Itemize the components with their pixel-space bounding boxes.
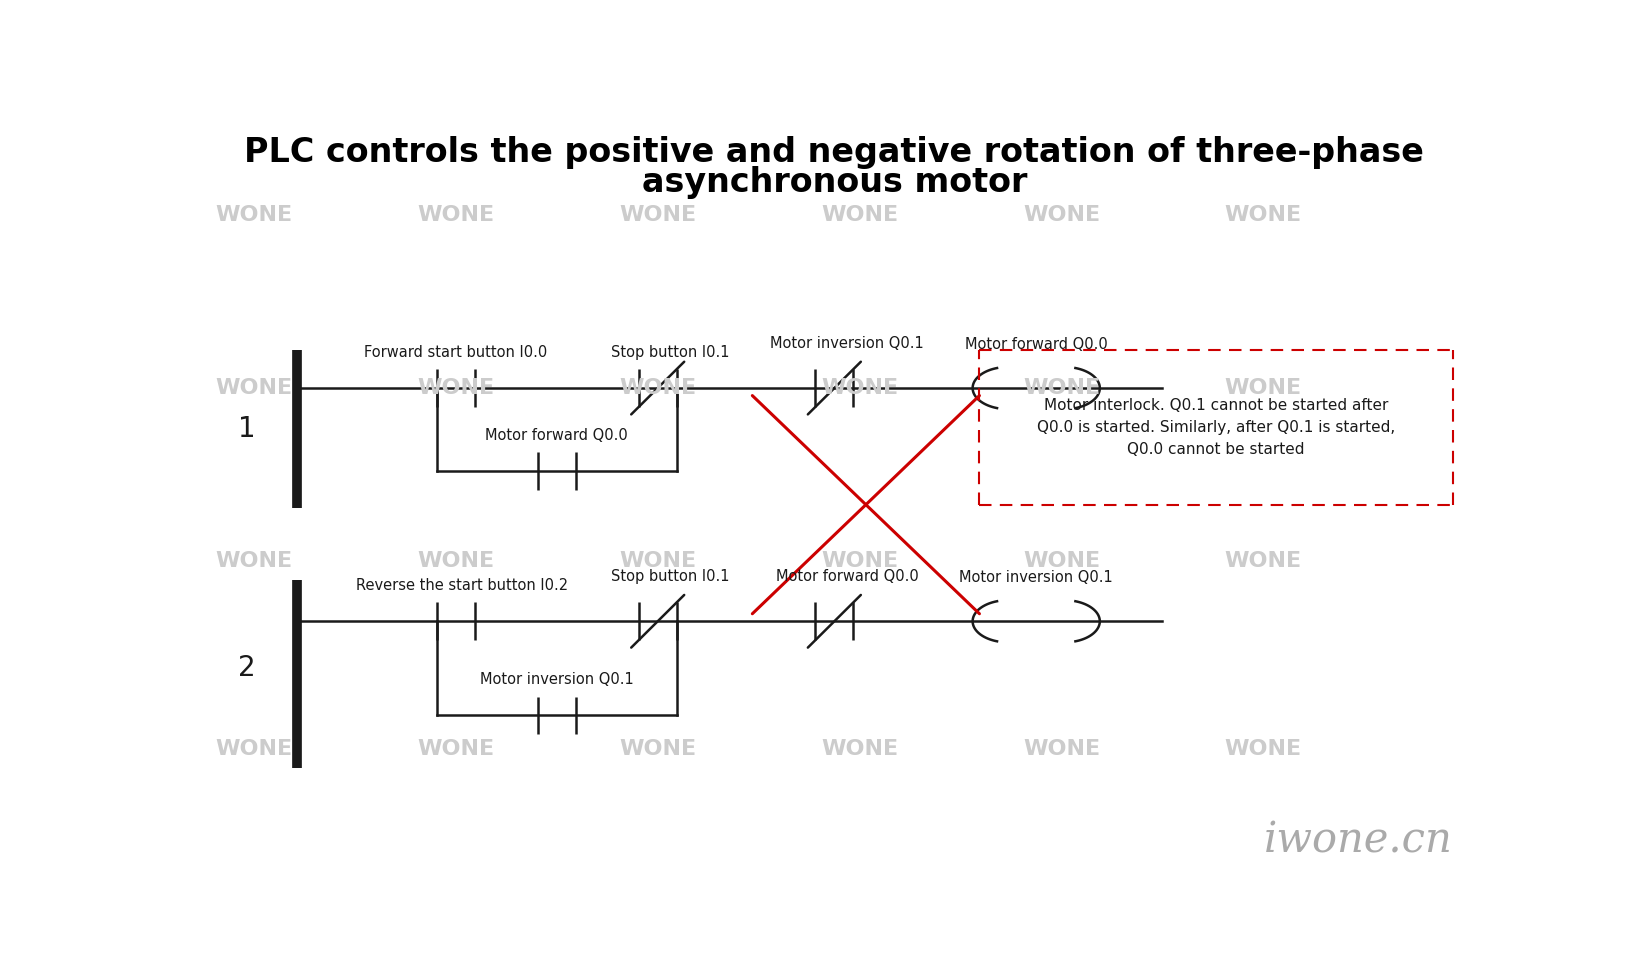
Text: Motor inversion Q0.1: Motor inversion Q0.1: [770, 336, 923, 351]
Text: WONE: WONE: [1224, 205, 1302, 225]
Text: Stop button I0.1: Stop button I0.1: [610, 570, 729, 584]
Text: WONE: WONE: [1022, 551, 1101, 572]
Text: 1: 1: [238, 415, 256, 444]
Text: WONE: WONE: [417, 378, 495, 398]
Text: asynchronous motor: asynchronous motor: [641, 166, 1027, 199]
Text: WONE: WONE: [619, 205, 697, 225]
Text: Motor interlock. Q0.1 cannot be started after
Q0.0 is started. Similarly, after : Motor interlock. Q0.1 cannot be started …: [1037, 398, 1395, 457]
Text: WONE: WONE: [215, 551, 293, 572]
Text: Forward start button I0.0: Forward start button I0.0: [365, 345, 547, 361]
Text: WONE: WONE: [417, 551, 495, 572]
Text: Stop button I0.1: Stop button I0.1: [610, 345, 729, 361]
Text: WONE: WONE: [619, 551, 697, 572]
Text: WONE: WONE: [417, 205, 495, 225]
Text: WONE: WONE: [1022, 740, 1101, 759]
Text: Motor forward Q0.0: Motor forward Q0.0: [775, 570, 918, 584]
Text: WONE: WONE: [1022, 205, 1101, 225]
Text: WONE: WONE: [1224, 551, 1302, 572]
Text: WONE: WONE: [619, 378, 697, 398]
Text: WONE: WONE: [1224, 378, 1302, 398]
Text: WONE: WONE: [1022, 378, 1101, 398]
Text: WONE: WONE: [821, 378, 899, 398]
Text: Reverse the start button I0.2: Reverse the start button I0.2: [357, 578, 568, 593]
Text: Motor inversion Q0.1: Motor inversion Q0.1: [480, 672, 633, 688]
Text: WONE: WONE: [821, 551, 899, 572]
Text: Motor forward Q0.0: Motor forward Q0.0: [485, 428, 628, 443]
Text: Motor forward Q0.0: Motor forward Q0.0: [965, 337, 1107, 352]
Text: PLC controls the positive and negative rotation of three-phase: PLC controls the positive and negative r…: [244, 136, 1424, 169]
Text: WONE: WONE: [215, 378, 293, 398]
Text: 2: 2: [238, 655, 256, 682]
Text: Motor inversion Q0.1: Motor inversion Q0.1: [959, 571, 1114, 585]
Text: WONE: WONE: [215, 205, 293, 225]
Text: WONE: WONE: [1224, 740, 1302, 759]
Text: WONE: WONE: [821, 205, 899, 225]
Text: WONE: WONE: [619, 740, 697, 759]
Text: WONE: WONE: [821, 740, 899, 759]
Text: WONE: WONE: [417, 740, 495, 759]
Text: iwone.cn: iwone.cn: [1263, 820, 1452, 862]
Text: WONE: WONE: [215, 740, 293, 759]
